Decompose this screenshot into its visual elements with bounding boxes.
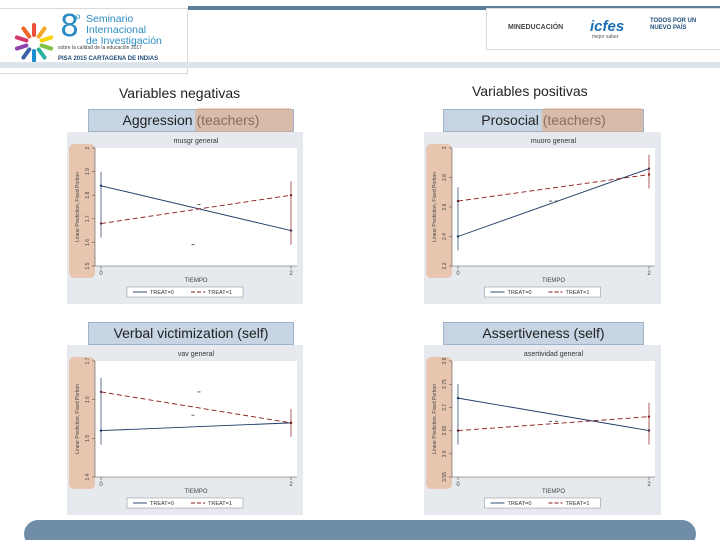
y-axis-highlight — [69, 144, 95, 278]
verbal-victimization-title-bar: Verbal victimization (self) — [88, 322, 294, 345]
y-axis-highlight — [426, 144, 452, 278]
legend-label: TREAT=0 — [150, 290, 174, 296]
legend-label: TREAT=0 — [508, 501, 532, 507]
chart-title: musgr general — [174, 138, 219, 145]
legend-box — [484, 497, 601, 509]
chart-title: asertividad general — [524, 351, 584, 358]
x-tick-label: 2 — [289, 482, 293, 488]
prosocial-chart: 2.2 2.4 2.6 2.8 3 Linear Prediction, Fixed Po… — [424, 132, 661, 304]
negative-variables-heading: Variables negativas — [119, 85, 241, 101]
y-tick-label: 1.5 — [85, 262, 91, 269]
y-tick-label: 2 — [85, 146, 91, 149]
seminar-superscript: o — [76, 12, 81, 21]
y-tick-label: 1.6 — [85, 396, 91, 403]
header-underline — [0, 62, 720, 68]
y-axis-label: Linear Prediction, Fixed Portion — [432, 384, 438, 454]
series-line — [457, 168, 650, 237]
y-tick-label: 2.2 — [442, 262, 448, 269]
seminar-line: Seminario — [86, 13, 134, 25]
header-stripe — [188, 6, 720, 10]
legend-label: TREAT=0 — [150, 501, 174, 507]
y-tick-label: 1.8 — [85, 192, 91, 199]
plot-area — [452, 361, 655, 477]
x-axis-label: TIEMPO — [184, 489, 207, 495]
seminar-tagline: sobre la calidad de la educación 2017 — [58, 45, 142, 51]
legend-box — [126, 286, 244, 298]
series-line — [100, 391, 292, 424]
y-tick-label: 1.4 — [85, 473, 91, 480]
seminar-flower-icon — [14, 23, 54, 63]
y-axis-highlight — [69, 357, 95, 489]
legend-label: TREAT=1 — [208, 501, 232, 507]
y-tick-label: 1.7 — [85, 357, 91, 364]
positive-variables-heading: Variables positivas — [472, 83, 588, 99]
y-tick-label: 3.8 — [442, 357, 448, 364]
plot-area — [95, 361, 297, 477]
pisa-line: PISA 2015 CARTAGENA DE INDIAS — [58, 56, 159, 62]
y-axis-label: Linear Prediction, Fixed Portion — [75, 172, 81, 242]
y-tick-label: 3 — [442, 146, 448, 149]
x-tick-label: 0 — [99, 482, 103, 488]
y-tick-label: 1.9 — [85, 168, 91, 175]
plot-area — [452, 148, 655, 266]
x-tick-label: 0 — [456, 482, 460, 488]
legend-box — [126, 497, 244, 509]
verbal-victimization-chart: 1.4 1.5 1.6 1.7 Linear Prediction, Fixed Por… — [67, 345, 303, 515]
treatment-highlight — [542, 108, 643, 133]
x-axis-label: TIEMPO — [542, 489, 565, 495]
series-line — [457, 174, 650, 202]
chart-title: muoro general — [531, 138, 577, 145]
x-tick-label: 2 — [647, 271, 651, 277]
series-line — [100, 422, 292, 432]
y-tick-label: 3.55 — [442, 472, 448, 482]
y-tick-label: 1.6 — [85, 239, 91, 246]
y-tick-label: 1.7 — [85, 215, 91, 222]
plot-area — [95, 148, 297, 266]
x-axis-label: TIEMPO — [542, 278, 565, 284]
series-line — [100, 194, 292, 224]
assertiveness-chart: 3.55 3.6 3.65 3.7 3.75 3.8 Linear Prediction, … — [424, 345, 661, 515]
footer-bar — [24, 520, 696, 540]
sponsor-logo-box — [486, 8, 720, 50]
legend-box — [484, 286, 601, 298]
y-tick-label: 2.8 — [442, 174, 448, 181]
series-line — [457, 397, 650, 432]
seminar-line: de Investigación — [86, 35, 162, 47]
legend-label: TREAT=1 — [208, 290, 232, 296]
x-tick-label: 2 — [289, 271, 293, 277]
y-tick-label: 3.65 — [442, 426, 448, 436]
treatment-highlight — [195, 108, 293, 133]
seminar-line: Internacional — [86, 24, 147, 36]
legend-label: TREAT=1 — [566, 501, 590, 507]
y-tick-label: 3.6 — [442, 450, 448, 457]
chart-title: vav general — [178, 351, 215, 358]
y-tick-label: 3.75 — [442, 379, 448, 389]
aggression-chart: 1.5 1.6 1.7 1.8 1.9 2 Linear Prediction, Fixed… — [67, 132, 303, 304]
x-axis-label: TIEMPO — [184, 278, 207, 284]
icfes-logo: icfes — [590, 18, 625, 35]
x-tick-label: 0 — [99, 271, 103, 277]
y-tick-label: 2.4 — [442, 233, 448, 240]
icfes-tagline: mejor saber — [592, 34, 619, 40]
y-axis-label: Linear Prediction, Fixed Portion — [75, 384, 81, 454]
assertiveness-title-bar: Assertiveness (self) — [443, 322, 644, 345]
x-tick-label: 2 — [647, 482, 651, 488]
mineducacion-logo: MINEDUCACIÓN — [508, 24, 564, 31]
y-tick-label: 1.5 — [85, 435, 91, 442]
todos-por-un-nuevo-pais-logo: TODOS POR UN NUEVO PAÍS — [650, 18, 697, 31]
series-line — [100, 185, 292, 232]
y-axis-highlight — [426, 357, 452, 489]
seminar-number: 8 — [60, 9, 80, 44]
y-tick-label: 3.7 — [442, 404, 448, 411]
y-axis-label: Linear Prediction, Fixed Portion — [432, 172, 438, 242]
legend-label: TREAT=0 — [508, 290, 532, 296]
x-tick-label: 0 — [456, 271, 460, 277]
seminar-title: Seminario Internacional de Investigación — [86, 14, 162, 47]
y-tick-label: 2.6 — [442, 203, 448, 210]
legend-label: TREAT=1 — [566, 290, 590, 296]
